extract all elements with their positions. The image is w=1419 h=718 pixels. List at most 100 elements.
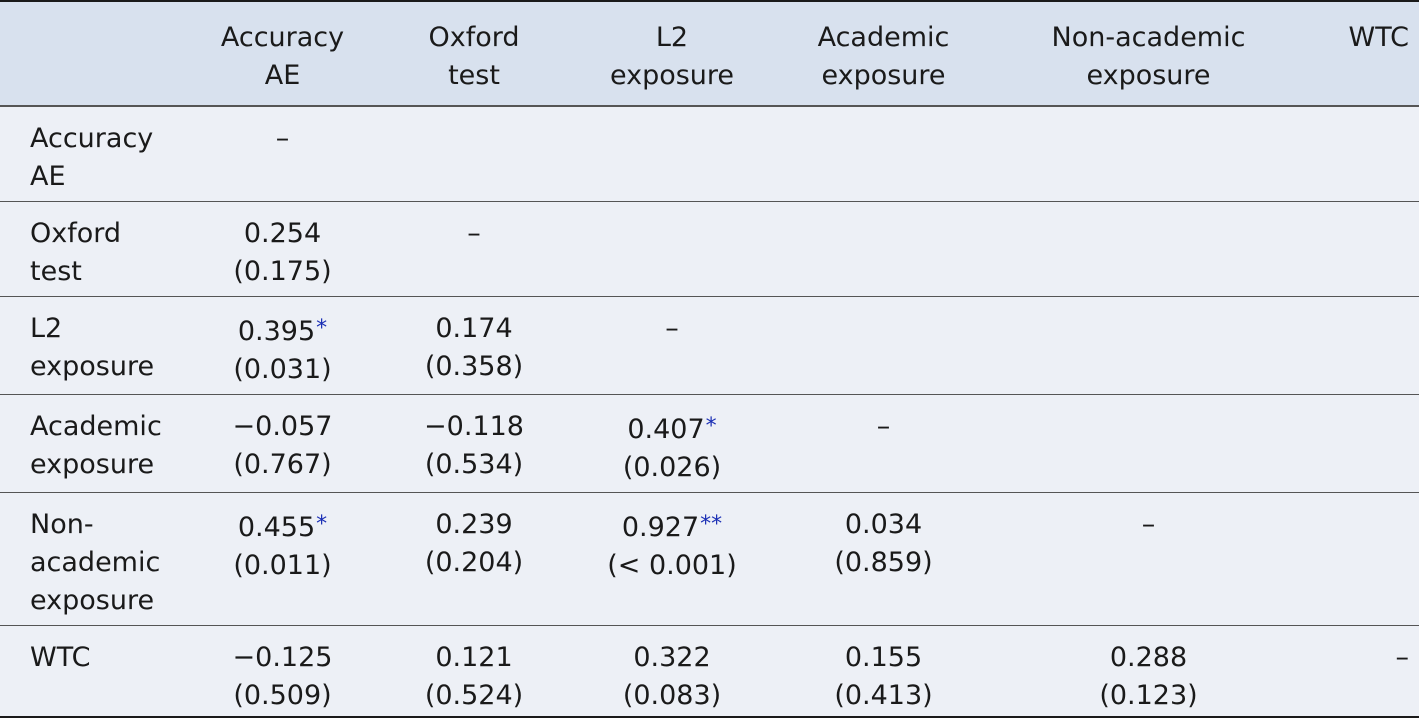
row-header-line: Accuracy	[30, 123, 154, 154]
correlation-coefficient: –	[665, 313, 679, 344]
table-cell: –	[180, 106, 385, 202]
table-row-l2-exposure: L2 exposure 0.395* (0.031) 0.174 (0.358) –	[0, 296, 1419, 395]
table-cell	[1311, 296, 1419, 395]
correlation-coefficient: 0.174	[435, 313, 513, 344]
correlation-coefficient: 0.455	[237, 512, 316, 543]
significance-marker: *	[316, 316, 328, 341]
correlation-coefficient: 0.155	[844, 642, 923, 673]
table-cell: 0.407* (0.026)	[563, 394, 781, 493]
correlation-value-line: 0.455*	[184, 506, 381, 547]
correlation-value-line: −0.125	[184, 639, 381, 677]
table-cell: 0.395* (0.031)	[180, 296, 385, 395]
table-cell	[1311, 492, 1419, 626]
correlation-coefficient: 0.239	[435, 509, 513, 540]
correlation-coefficient: –	[467, 218, 481, 249]
table-cell: 0.254 (0.175)	[180, 201, 385, 297]
table-cell: –	[781, 394, 986, 493]
correlation-coefficient: –	[876, 411, 891, 442]
p-value: (0.413)	[834, 680, 933, 711]
row-header-line: Oxford	[30, 218, 122, 249]
correlation-coefficient: –	[275, 123, 290, 154]
table-cell: −0.125 (0.509)	[180, 625, 385, 718]
table-cell	[781, 106, 986, 202]
column-header-oxford-test: Oxford test	[385, 0, 563, 107]
table-cell	[986, 296, 1311, 395]
table-cell: −0.057 (0.767)	[180, 394, 385, 493]
table-cell: 0.239 (0.204)	[385, 492, 563, 626]
p-value: (0.204)	[424, 547, 524, 578]
table-cell: 0.174 (0.358)	[385, 296, 563, 395]
header-corner	[0, 0, 180, 107]
correlation-coefficient: −0.125	[232, 642, 333, 673]
column-header-wtc: WTC	[1311, 0, 1419, 107]
p-value: (0.859)	[834, 547, 933, 578]
header-row: Accuracy AE Oxford test L2 exposure Academi…	[0, 0, 1419, 107]
p-value: (0.031)	[233, 354, 332, 385]
correlation-value-line: –	[1315, 639, 1410, 677]
correlation-coefficient: −0.118	[424, 411, 524, 442]
table-cell: 0.034 (0.859)	[781, 492, 986, 626]
p-value: (0.026)	[622, 452, 722, 483]
table-cell	[986, 394, 1311, 493]
correlation-coefficient: 0.288	[1109, 642, 1188, 673]
column-header-non-academic-exposure: Non-academic exposure	[986, 0, 1311, 107]
column-header-accuracy-ae: Accuracy AE	[180, 0, 385, 107]
table-row-academic-exposure: Academic exposure −0.057 (0.767) −0.118 (0.53…	[0, 394, 1419, 493]
correlation-coefficient: 0.395	[237, 316, 316, 347]
column-header-l2-exposure: L2 exposure	[563, 0, 781, 107]
table-cell: −0.118 (0.534)	[385, 394, 563, 493]
table-cell: 0.322 (0.083)	[563, 625, 781, 718]
correlation-coefficient: 0.407	[627, 414, 705, 445]
table-cell	[986, 106, 1311, 202]
table-cell: 0.455* (0.011)	[180, 492, 385, 626]
correlation-value-line: 0.155	[785, 639, 982, 677]
significance-marker: **	[700, 512, 723, 537]
row-header-line: academic	[30, 547, 161, 578]
column-header-academic-exposure: Academic exposure	[781, 0, 986, 107]
table-cell	[781, 201, 986, 297]
table-cell	[986, 201, 1311, 297]
correlation-value-line: 0.034	[785, 506, 982, 544]
table-cell	[563, 106, 781, 202]
correlation-coefficient: –	[1395, 642, 1410, 673]
table-cell: 0.121 (0.524)	[385, 625, 563, 718]
row-header-line: AE	[30, 161, 66, 192]
correlation-value-line: 0.927**	[567, 506, 777, 547]
table-header: Accuracy AE Oxford test L2 exposure Academi…	[0, 0, 1419, 107]
table-body: Accuracy AE – Oxford test 0.254 (0.175) – L2 expo…	[0, 106, 1419, 718]
table-cell	[1311, 394, 1419, 493]
correlation-coefficient: 0.322	[633, 642, 711, 673]
table-row-non-academic-exposure: Non-academic exposure 0.455* (0.011) 0.239 (0…	[0, 492, 1419, 626]
correlation-value-line: –	[184, 120, 381, 158]
table-cell: –	[563, 296, 781, 395]
row-header-line: test	[30, 256, 82, 287]
row-header-line: Non-	[30, 509, 94, 540]
row-header-line: WTC	[30, 642, 91, 673]
table-cell: 0.288 (0.123)	[986, 625, 1311, 718]
correlation-value-line: 0.174	[389, 310, 559, 348]
table-cell: –	[1311, 625, 1419, 718]
p-value: (0.083)	[622, 680, 722, 711]
correlation-value-line: –	[567, 310, 777, 348]
row-header-line: exposure	[30, 351, 155, 382]
correlation-coefficient: 0.034	[844, 509, 923, 540]
correlation-value-line: 0.322	[567, 639, 777, 677]
row-header-line: Academic	[30, 411, 162, 442]
p-value: (0.524)	[424, 680, 524, 711]
row-header-line: L2	[30, 313, 63, 344]
correlation-value-line: –	[389, 215, 559, 253]
correlation-coefficient: –	[1141, 509, 1156, 540]
table-cell: –	[986, 492, 1311, 626]
table-cell: 0.155 (0.413)	[781, 625, 986, 718]
p-value: (0.175)	[233, 256, 332, 287]
correlation-value-line: 0.254	[184, 215, 381, 253]
correlation-value-line: −0.057	[184, 408, 381, 446]
correlation-value-line: 0.121	[389, 639, 559, 677]
table-cell: 0.927** (< 0.001)	[563, 492, 781, 626]
table-row-wtc: WTC −0.125 (0.509) 0.121 (0.524) 0.322 (0.083)…	[0, 625, 1419, 718]
p-value: (0.358)	[424, 351, 524, 382]
row-header-oxford-test: Oxford test	[0, 201, 180, 297]
p-value: (< 0.001)	[607, 550, 737, 581]
p-value: (0.123)	[1099, 680, 1198, 711]
